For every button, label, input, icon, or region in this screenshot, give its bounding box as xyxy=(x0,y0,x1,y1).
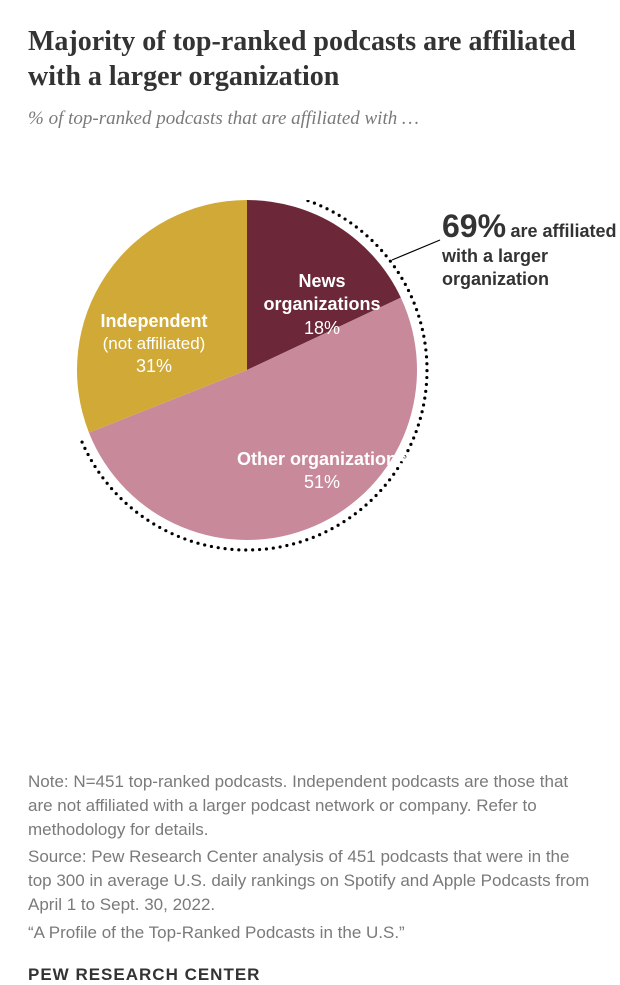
slice-label-other: Other organizations 51% xyxy=(212,448,432,495)
report-text: “A Profile of the Top-Ranked Podcasts in… xyxy=(28,921,592,945)
publisher-logo: PEW RESEARCH CENTER xyxy=(28,965,592,985)
slice-news-name: News organizations xyxy=(247,270,397,317)
pie-chart xyxy=(52,200,452,565)
slice-indep-pct: 31% xyxy=(74,355,234,378)
callout: 69% are affiliated with a larger organiz… xyxy=(442,208,620,290)
slice-other-pct: 51% xyxy=(212,471,432,494)
slice-indep-name: Independent xyxy=(74,310,234,333)
chart-area: News organizations 18% Other organizatio… xyxy=(28,160,592,600)
chart-title: Majority of top-ranked podcasts are affi… xyxy=(28,24,592,94)
source-text: Source: Pew Research Center analysis of … xyxy=(28,845,592,916)
slice-indep-sub: (not affiliated) xyxy=(74,333,234,355)
chart-subtitle: % of top-ranked podcasts that are affili… xyxy=(28,108,592,130)
slice-other-name: Other organizations xyxy=(212,448,432,471)
footnotes: Note: N=451 top-ranked podcasts. Indepen… xyxy=(28,770,592,945)
slice-label-news: News organizations 18% xyxy=(247,270,397,340)
note-text: Note: N=451 top-ranked podcasts. Indepen… xyxy=(28,770,592,841)
slice-label-independent: Independent (not affiliated) 31% xyxy=(74,310,234,379)
slice-news-pct: 18% xyxy=(247,317,397,340)
pie-svg xyxy=(52,200,452,560)
callout-pct: 69% xyxy=(442,208,506,244)
